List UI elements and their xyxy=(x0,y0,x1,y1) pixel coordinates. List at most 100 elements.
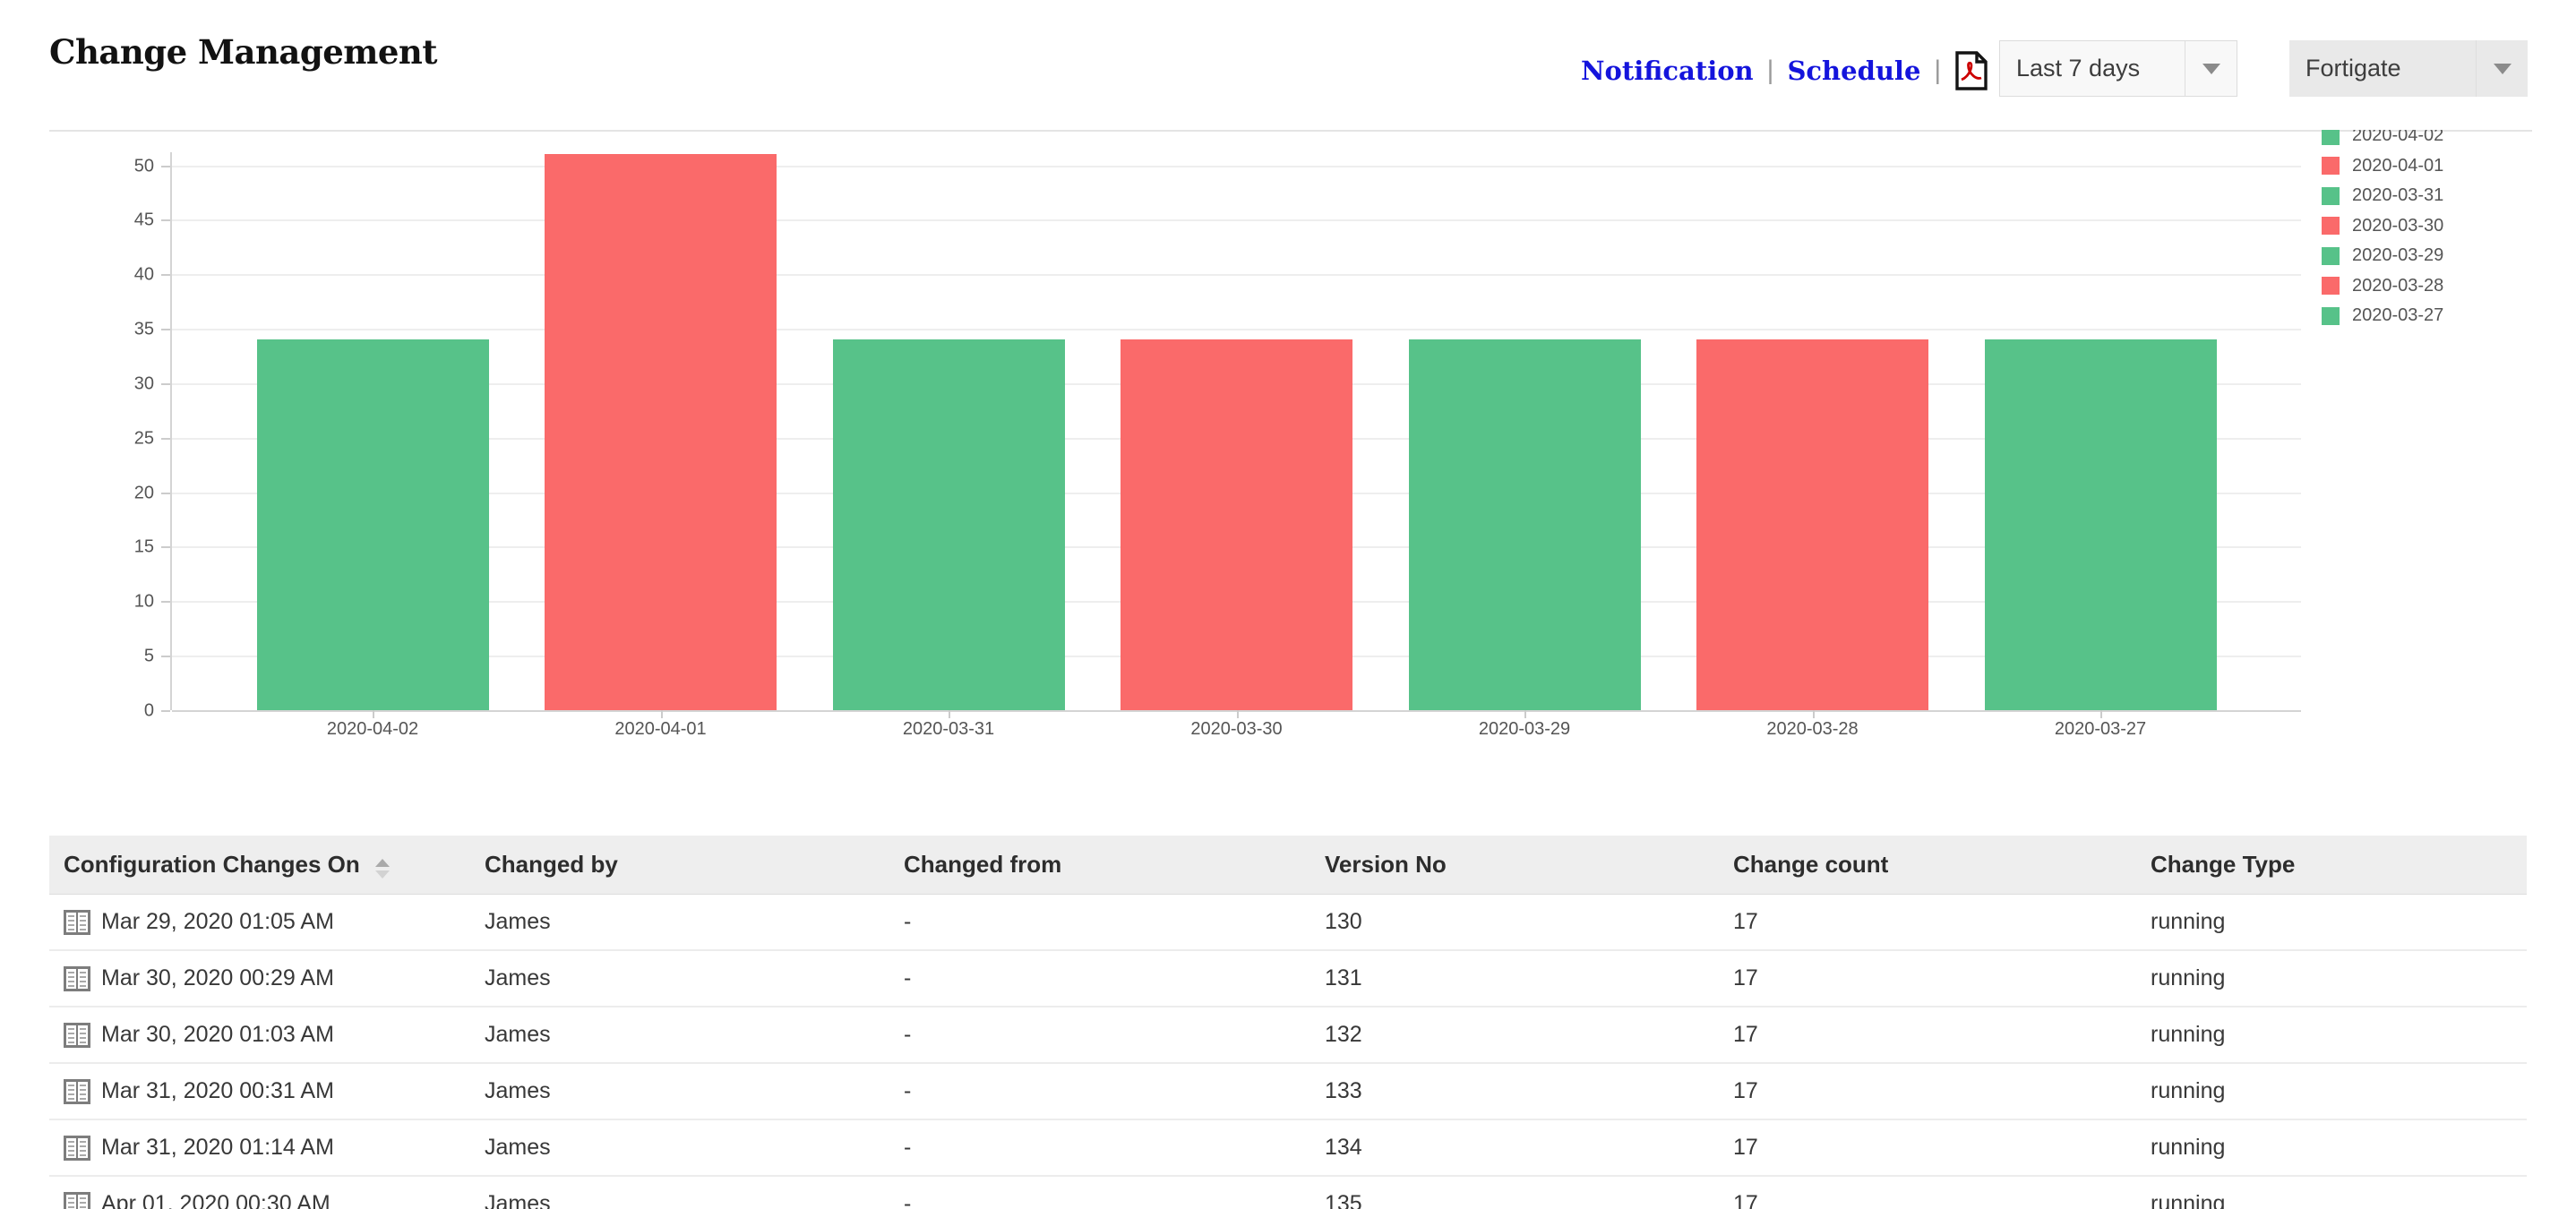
gridline xyxy=(172,219,2301,222)
legend-label: 2020-03-28 xyxy=(2352,275,2444,296)
changes-on-value: Mar 29, 2020 01:05 AM xyxy=(101,909,334,934)
view-diff-icon[interactable] xyxy=(64,1078,90,1104)
column-header-changed-from[interactable]: Changed from xyxy=(904,851,1062,878)
version-no-cell: 134 xyxy=(1325,1135,1362,1160)
toolbar: Notification | Schedule | | xyxy=(1581,48,2009,93)
x-axis-label: 2020-03-30 xyxy=(1190,719,1283,739)
changed-by-cell: James xyxy=(485,1191,551,1209)
x-axis-tick xyxy=(1812,710,1815,718)
legend-label: 2020-03-31 xyxy=(2352,185,2444,205)
legend-label: 2020-03-30 xyxy=(2352,215,2444,236)
x-axis-label: 2020-04-02 xyxy=(326,719,419,739)
legend-item-2020-04-02[interactable]: 2020-04-02 xyxy=(2322,130,2443,146)
sort-icon[interactable] xyxy=(375,859,390,879)
x-axis-label: 2020-03-29 xyxy=(1478,719,1571,739)
y-axis-tick xyxy=(161,492,170,494)
pdf-export-icon[interactable] xyxy=(1954,50,1988,91)
table-row[interactable]: Mar 30, 2020 00:29 AM James - 131 17 running xyxy=(49,951,2527,1008)
change-type-cell: running xyxy=(2151,909,2226,934)
legend-swatch xyxy=(2322,130,2340,145)
bar-2020-03-27[interactable] xyxy=(1984,339,2217,710)
bar-2020-03-29[interactable] xyxy=(1408,339,1641,710)
view-diff-icon[interactable] xyxy=(64,1022,90,1048)
table-row[interactable]: Mar 31, 2020 00:31 AM James - 133 17 running xyxy=(49,1064,2527,1120)
changed-from-cell: - xyxy=(904,1135,912,1160)
column-header-version-no[interactable]: Version No xyxy=(1325,851,1447,878)
change-count-cell: 17 xyxy=(1733,965,1758,990)
legend-item-2020-03-27[interactable]: 2020-03-27 xyxy=(2322,305,2443,326)
legend-swatch xyxy=(2322,277,2340,295)
time-range-dropdown[interactable]: Last 7 days xyxy=(1999,40,2237,97)
x-axis-tick xyxy=(2100,710,2102,718)
changes-on-value: Mar 30, 2020 01:03 AM xyxy=(101,1022,334,1047)
view-diff-icon[interactable] xyxy=(64,965,90,991)
chevron-down-icon xyxy=(2493,63,2512,74)
legend-swatch xyxy=(2322,306,2340,325)
dropdown-arrow-box[interactable] xyxy=(2185,41,2237,96)
y-axis-tick xyxy=(161,601,170,604)
changed-by-cell: James xyxy=(485,1135,551,1160)
chevron-down-icon xyxy=(2202,63,2220,74)
column-header-change-count[interactable]: Change count xyxy=(1733,851,1889,878)
version-no-cell: 131 xyxy=(1325,965,1362,990)
changes-on-cell: Mar 31, 2020 01:14 AM xyxy=(49,1135,470,1161)
y-axis-tick xyxy=(161,382,170,385)
change-count-cell: 17 xyxy=(1733,909,1758,934)
config-changes-table: Configuration Changes On Changed by Chan… xyxy=(49,836,2527,1209)
notification-link[interactable]: Notification xyxy=(1581,56,1754,86)
bar-2020-03-31[interactable] xyxy=(832,339,1065,710)
changed-by-cell: James xyxy=(485,1078,551,1103)
y-axis-label: 40 xyxy=(133,264,154,285)
legend-item-2020-03-28[interactable]: 2020-03-28 xyxy=(2322,276,2443,296)
time-range-value: Last 7 days xyxy=(2016,55,2141,81)
legend-label: 2020-04-02 xyxy=(2352,130,2444,145)
column-header-configuration-changes-on[interactable]: Configuration Changes On xyxy=(49,851,470,879)
y-axis-tick xyxy=(161,219,170,222)
change-type-cell: running xyxy=(2151,1078,2226,1103)
dropdown-arrow-box[interactable] xyxy=(2476,40,2528,97)
schedule-link[interactable]: Schedule xyxy=(1787,56,1921,86)
column-header-change-type[interactable]: Change Type xyxy=(2151,851,2296,878)
view-diff-icon[interactable] xyxy=(64,1191,90,1209)
y-axis-label: 15 xyxy=(133,536,154,557)
legend-swatch xyxy=(2322,186,2340,205)
view-diff-icon[interactable] xyxy=(64,909,90,935)
change-type-cell: running xyxy=(2151,1135,2226,1160)
bar-2020-03-30[interactable] xyxy=(1121,339,1352,710)
bar-2020-04-02[interactable] xyxy=(256,339,489,710)
changes-on-value: Apr 01, 2020 00:30 AM xyxy=(101,1191,331,1209)
bar-2020-03-28[interactable] xyxy=(1696,339,1928,710)
table-row[interactable]: Apr 01, 2020 00:30 AM James - 135 17 running xyxy=(49,1177,2527,1209)
x-axis-tick xyxy=(373,710,374,718)
table-row[interactable]: Mar 31, 2020 01:14 AM James - 134 17 running xyxy=(49,1120,2527,1177)
gridline xyxy=(172,165,2301,167)
y-axis-label: 35 xyxy=(133,319,154,339)
y-axis-tick xyxy=(161,274,170,277)
y-axis-line xyxy=(170,152,172,710)
legend-label: 2020-03-27 xyxy=(2352,305,2444,325)
change-trend-bar-chart: 0 5 10 15 20 25 30 35 40 45 50 2020-04-02 2020-04-01… xyxy=(0,130,2576,770)
x-axis-tick xyxy=(1236,710,1239,718)
legend-item-2020-03-29[interactable]: 2020-03-29 xyxy=(2322,245,2443,266)
change-type-cell: running xyxy=(2151,1191,2226,1209)
gridline xyxy=(172,274,2301,277)
y-axis-label: 0 xyxy=(143,700,154,721)
bar-2020-04-01[interactable] xyxy=(545,154,777,710)
view-diff-icon[interactable] xyxy=(64,1135,90,1161)
version-no-cell: 135 xyxy=(1325,1191,1362,1209)
table-row[interactable]: Mar 29, 2020 01:05 AM James - 130 17 running xyxy=(49,895,2527,951)
column-header-changed-by[interactable]: Changed by xyxy=(485,851,618,878)
changes-on-cell: Mar 29, 2020 01:05 AM xyxy=(49,909,470,935)
device-dropdown[interactable]: Fortigate xyxy=(2289,40,2528,97)
gridline xyxy=(172,329,2301,331)
changes-on-cell: Mar 30, 2020 01:03 AM xyxy=(49,1022,470,1048)
changes-on-cell: Apr 01, 2020 00:30 AM xyxy=(49,1191,470,1209)
legend-item-2020-03-30[interactable]: 2020-03-30 xyxy=(2322,216,2443,236)
legend-swatch xyxy=(2322,246,2340,265)
table-row[interactable]: Mar 30, 2020 01:03 AM James - 132 17 running xyxy=(49,1008,2527,1064)
legend-item-2020-04-01[interactable]: 2020-04-01 xyxy=(2322,156,2443,176)
legend-item-2020-03-31[interactable]: 2020-03-31 xyxy=(2322,185,2443,206)
y-axis-label: 30 xyxy=(133,373,154,394)
changed-from-cell: - xyxy=(904,1022,912,1047)
